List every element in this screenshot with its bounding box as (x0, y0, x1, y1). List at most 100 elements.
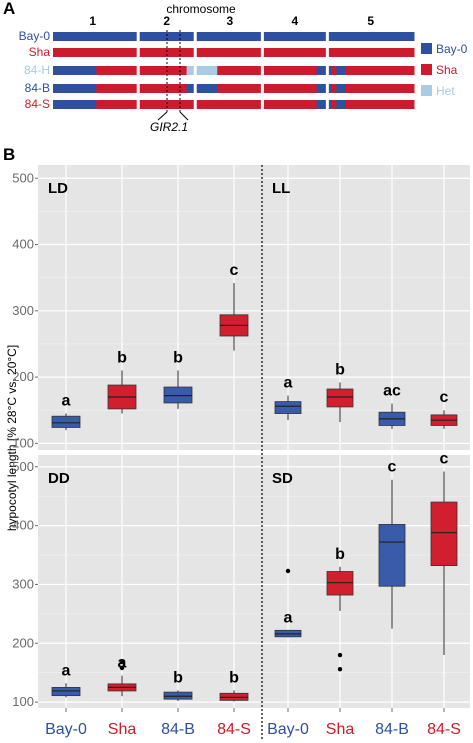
significance-letter: c (440, 389, 449, 406)
x-category-label: Sha (326, 721, 355, 738)
chromosome-gap (193, 47, 197, 58)
chromosome-gap (193, 99, 197, 110)
box-body (430, 501, 458, 567)
box-bay-0: a (274, 375, 302, 421)
y-tick-label: 400 (12, 237, 34, 252)
significance-letter: ac (383, 383, 401, 400)
condition-label: SD (272, 470, 293, 487)
significance-letter: b (335, 546, 345, 563)
x-category-label: 84-S (217, 721, 251, 738)
genotype-label: 84-H (24, 63, 50, 77)
genotype-legend: Bay-0 Sha Het (421, 42, 468, 98)
genotype-segment (330, 84, 337, 93)
legend-swatch (421, 85, 432, 96)
y-axis-label: hypocotyl length [% 28°C vs. 20°C] (5, 345, 19, 531)
chromosome-gap (260, 99, 264, 110)
gir2-locus-marker (157, 30, 189, 121)
chromosome-gap (193, 65, 197, 76)
chromosome-numbers: 1 2 3 4 5 (89, 14, 374, 28)
legend-label: Bay-0 (436, 42, 468, 56)
significance-letter: b (117, 349, 127, 366)
box-sha: b (326, 546, 354, 672)
box-body (163, 386, 193, 404)
outlier-point (337, 666, 343, 672)
box-84-s: c (430, 450, 458, 656)
outlier-point (119, 659, 125, 665)
genotype-label: 84-S (25, 97, 50, 111)
x-category-label: 84-S (427, 721, 461, 738)
genotype-segment (345, 84, 415, 93)
panel-ld: 100 200 300 400 500 LD a b b c (12, 165, 262, 450)
locus-label: GIR2.1 (150, 120, 188, 134)
outlier-point (119, 665, 125, 671)
chromosome-row: 84-B (25, 81, 415, 95)
panel-background (38, 165, 262, 450)
chromosome-number: 1 (89, 14, 96, 28)
box-84-b: b (163, 669, 193, 701)
chromosome-number: 4 (292, 14, 299, 28)
genotype-segment (336, 100, 346, 109)
y-tick-label: 500 (12, 459, 34, 474)
significance-letter: b (335, 361, 345, 378)
chromosome-number: 5 (367, 14, 374, 28)
x-category-label: Bay-0 (267, 721, 309, 738)
genotype-segment (316, 66, 332, 75)
genotype-segment (345, 66, 415, 75)
box-body (326, 388, 354, 408)
legend-label: Het (436, 84, 455, 98)
genotype-segment (336, 84, 346, 93)
x-category-label: 84-B (375, 721, 409, 738)
significance-letter: c (388, 459, 397, 476)
significance-letter: a (62, 662, 71, 679)
y-tick-label: 200 (12, 369, 34, 384)
x-category-label: 84-B (161, 721, 195, 738)
panel-background (262, 455, 470, 708)
panel-dd: 100 200 300 400 500 DD a a b b (12, 455, 262, 709)
chromosome-row: Bay-0 (19, 29, 415, 43)
outlier-point (337, 652, 343, 658)
y-tick-label: 400 (12, 518, 34, 533)
chromosome-gap (325, 65, 329, 76)
genotype-segment (53, 84, 97, 93)
legend-label: Sha (436, 63, 458, 77)
chromosome-gap (260, 31, 264, 42)
chromosome-gap (325, 31, 329, 42)
genotype-segment (316, 100, 332, 109)
chromosome-gap (325, 83, 329, 94)
significance-letter: c (440, 450, 449, 467)
y-tick-label: 300 (12, 576, 34, 591)
genotype-segment (186, 84, 218, 93)
y-tick-label: 500 (12, 170, 34, 185)
chromosome-gap (136, 83, 140, 94)
box-body (274, 401, 302, 414)
significance-letter: b (173, 349, 183, 366)
box-84-b: b (163, 349, 193, 409)
genotype-label: Bay-0 (19, 29, 51, 43)
chromosome-gap (325, 47, 329, 58)
y-tick-label: 100 (12, 435, 34, 450)
genotype-segment (330, 66, 337, 75)
x-axis-categories: Bay-0 Sha 84-B 84-S Bay-0 Sha 84-B 84-S (45, 708, 461, 738)
condition-label: DD (48, 470, 70, 487)
genotype-label: Sha (29, 45, 51, 59)
genotype-segment (96, 100, 188, 109)
significance-letter: a (62, 393, 71, 410)
significance-letter: a (284, 375, 293, 392)
outlier-point (285, 568, 291, 574)
chromosome-gap (136, 99, 140, 110)
box-body (51, 415, 81, 428)
y-tick-label: 300 (12, 303, 34, 318)
significance-letter: b (229, 669, 239, 686)
legend-swatch (421, 64, 432, 75)
genotype-segment (53, 32, 415, 41)
genotype-segment (336, 66, 346, 75)
box-84-s: c (219, 262, 249, 351)
genotype-segment (53, 100, 97, 109)
y-tick-label: 100 (12, 694, 34, 709)
panel-sd: SD a b c c (262, 450, 470, 708)
box-84-s: c (430, 389, 458, 429)
significance-letter: a (284, 609, 293, 626)
condition-label: LD (48, 180, 68, 197)
box-sha: b (326, 361, 354, 423)
